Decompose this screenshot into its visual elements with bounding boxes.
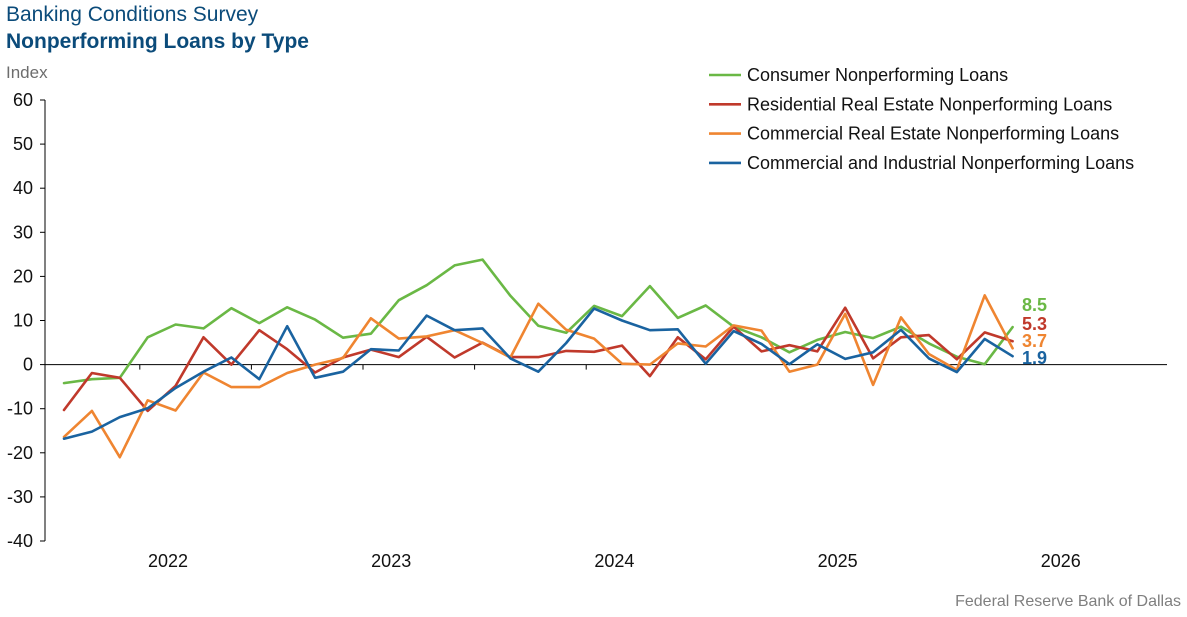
y-tick-label: 20 [13,266,33,286]
y-tick-label: -20 [7,443,33,463]
x-axis-ticks: 2022 2023 2024 2025 2026 [139,364,1081,571]
x-tick-label: 2023 [371,551,411,571]
y-tick-label: 40 [13,178,33,198]
end-value-labels: 8.55.33.71.9 [1022,295,1047,368]
end-value-label: 1.9 [1022,348,1047,368]
series-lines [62,258,1014,459]
series-line-3 [62,294,1014,459]
y-tick-label: 0 [23,355,33,375]
x-tick-label: 2026 [1041,551,1081,571]
legend-entry: Residential Real Estate Nonperforming Lo… [747,94,1112,114]
series-line-2 [62,306,1014,413]
x-tick-label: 2025 [818,551,858,571]
x-tick-label: 2024 [594,551,634,571]
end-value-label: 3.7 [1022,331,1047,351]
y-tick-label: 50 [13,134,33,154]
y-tick-label: 10 [13,311,33,331]
chart-title: Banking Conditions Survey [6,3,259,26]
x-tick-label: 2022 [148,551,188,571]
legend-entry: Commercial and Industrial Nonperforming … [747,153,1134,173]
legend-entry: Consumer Nonperforming Loans [747,65,1008,85]
y-tick-label: -30 [7,487,33,507]
y-axis-ticks: 60 50 40 30 20 10 0 -10 -20 -30 -40 [7,90,45,551]
y-tick-label: 60 [13,90,33,110]
legend-entry: Commercial Real Estate Nonperforming Loa… [747,124,1119,144]
end-value-label: 5.3 [1022,314,1047,334]
y-axis-unit-label: Index [6,63,48,82]
series-line-4 [62,307,1014,441]
source-note: Federal Reserve Bank of Dallas [955,593,1181,610]
end-value-label: 8.5 [1022,295,1047,315]
y-tick-label: -10 [7,399,33,419]
legend: Consumer Nonperforming Loans Residential … [709,65,1134,173]
y-tick-label: 30 [13,222,33,242]
y-tick-label: -40 [7,531,33,551]
chart-subtitle: Nonperforming Loans by Type [6,30,309,53]
